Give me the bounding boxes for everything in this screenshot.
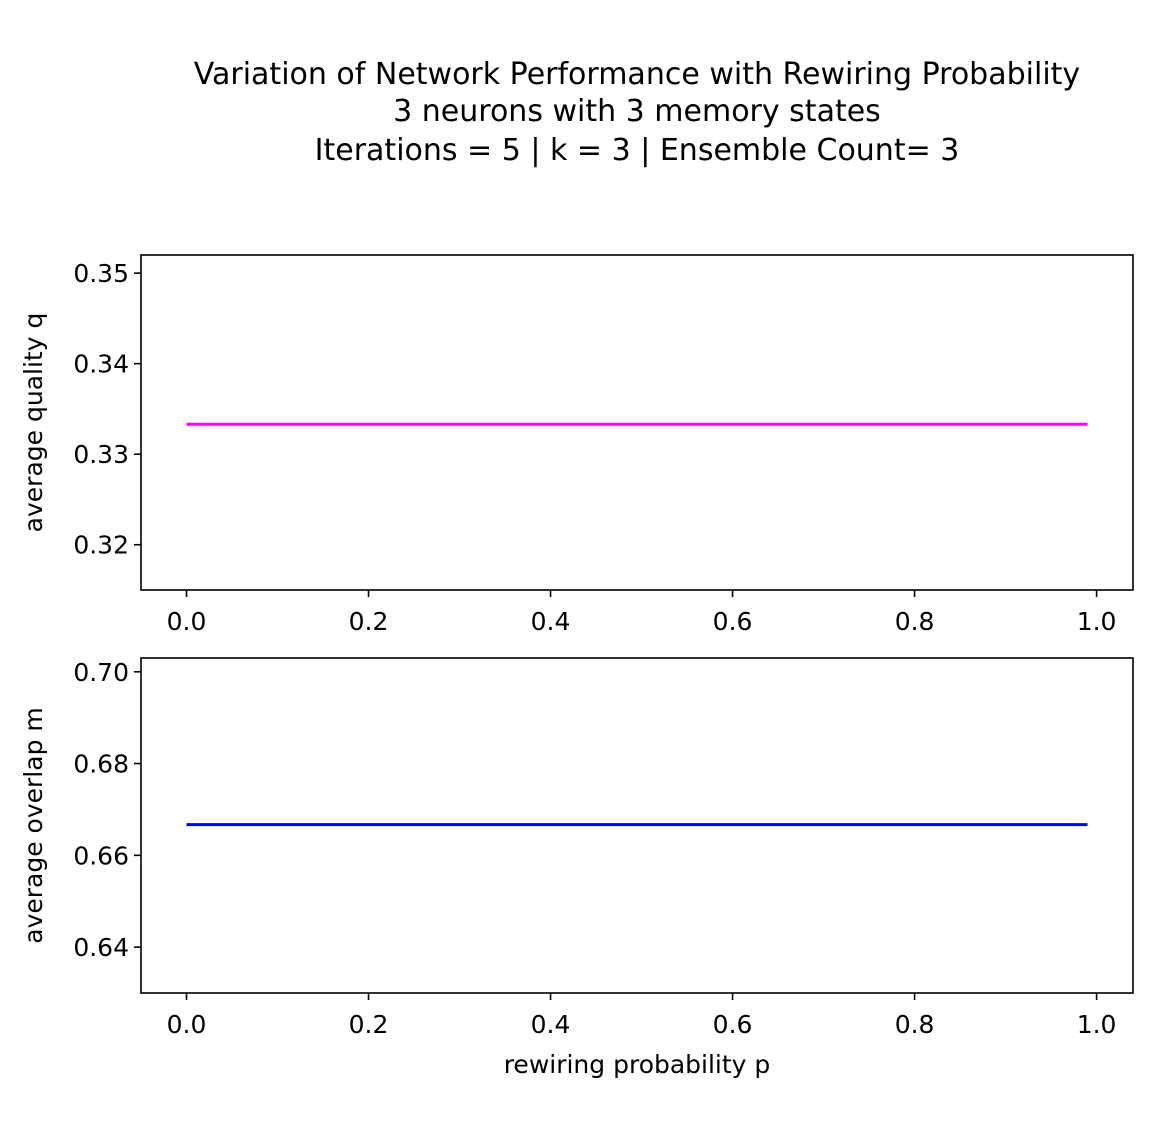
- title-line-3: Iterations = 5 | k = 3 | Ensemble Count=…: [315, 133, 960, 168]
- x-tick-label: 1.0: [1077, 1010, 1117, 1039]
- x-tick-label: 0.6: [713, 607, 753, 636]
- x-tick-label: 0.8: [895, 607, 935, 636]
- y-tick-label: 0.64: [73, 933, 129, 962]
- y-axis-label: average overlap m: [19, 707, 48, 943]
- x-tick-label: 0.2: [349, 607, 389, 636]
- y-tick-label: 0.32: [73, 531, 129, 560]
- x-tick-label: 0.6: [713, 1010, 753, 1039]
- axes-frame: [140, 254, 1134, 591]
- title-line-2: 3 neurons with 3 memory states: [393, 94, 881, 129]
- x-tick-label: 0.4: [531, 607, 571, 636]
- x-tick-label: 0.4: [531, 1010, 571, 1039]
- x-tick-label: 0.8: [895, 1010, 935, 1039]
- y-tick-label: 0.34: [73, 350, 129, 379]
- x-tick-label: 0.0: [167, 1010, 207, 1039]
- y-tick-label: 0.66: [73, 841, 129, 870]
- y-tick-label: 0.33: [73, 440, 129, 469]
- y-tick-label: 0.70: [73, 658, 129, 687]
- axes-frame: [140, 657, 1134, 994]
- x-tick-label: 1.0: [1077, 607, 1117, 636]
- figure-title: Variation of Network Performance with Re…: [194, 57, 1080, 168]
- y-tick-label: 0.68: [73, 750, 129, 779]
- y-axis-label: average quality q: [19, 313, 48, 533]
- x-axis-label: rewiring probability p: [504, 1050, 771, 1079]
- title-line-1: Variation of Network Performance with Re…: [194, 57, 1080, 92]
- x-tick-label: 0.0: [167, 607, 207, 636]
- overlap-subplot: 0.0 0.2 0.4 0.6 0.8 1.0 0.64 0.66 0.68 0.70 averag…: [19, 657, 1134, 1079]
- x-tick-label: 0.2: [349, 1010, 389, 1039]
- y-tick-label: 0.35: [73, 259, 129, 288]
- quality-subplot: 0.0 0.2 0.4 0.6 0.8 1.0 0.32 0.33 0.34 0.35 averag…: [19, 254, 1134, 636]
